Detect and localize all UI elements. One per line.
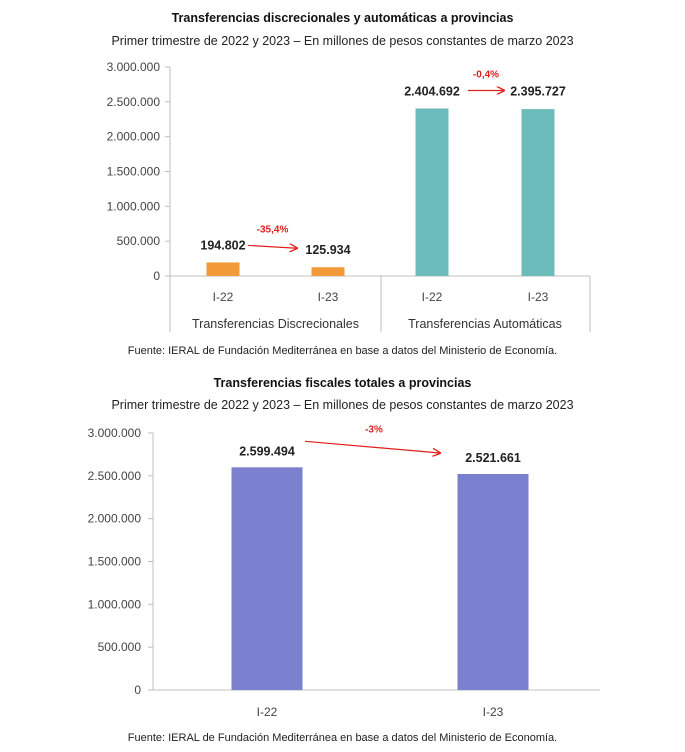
x-category-label: I-22 (257, 705, 278, 719)
x-category-label: I-22 (422, 290, 443, 304)
y-tick-label: 500.000 (98, 640, 142, 654)
x-category-label: I-23 (318, 290, 339, 304)
y-tick-label: 500.000 (117, 234, 161, 248)
chart1-source: Fuente: IERAL de Fundación Mediterránea … (127, 345, 558, 357)
data-label: 2.404.692 (404, 84, 460, 98)
change-label: -35,4% (257, 224, 289, 235)
y-tick-label: 1.500.000 (107, 165, 161, 179)
data-label: 125.934 (305, 243, 350, 257)
x-category-label: I-23 (483, 705, 504, 719)
y-tick-label: 0 (153, 269, 160, 283)
y-tick-label: 1.000.000 (88, 597, 142, 611)
y-tick-label: 2.000.000 (88, 512, 142, 526)
x-category-label: I-23 (528, 290, 549, 304)
y-tick-label: 1.500.000 (88, 555, 142, 569)
y-tick-label: 2.500.000 (107, 95, 161, 109)
bar-i-22-group2 (415, 108, 449, 276)
change-label: -3% (365, 424, 383, 435)
x-group-label: Transferencias Automáticas (408, 317, 562, 331)
x-group-label: Transferencias Discrecionales (192, 317, 359, 331)
x-category-label: I-22 (213, 290, 234, 304)
bar-i-23-group2 (521, 109, 555, 276)
chart2-plot: 3.000.000 2.500.000 2.000.000 1.500.000 1.00… (88, 424, 600, 719)
bar-i-23 (457, 473, 529, 690)
chart1-subtitle: Primer trimestre de 2022 y 2023 – En mil… (111, 34, 574, 48)
data-label: 2.521.661 (465, 451, 521, 465)
y-tick-label: 2.000.000 (107, 130, 161, 144)
data-label: 2.395.727 (510, 84, 566, 98)
change-arrow (247, 245, 297, 248)
change-arrow (304, 440, 440, 453)
chart1-title: Transferencias discrecionales y automáti… (171, 11, 514, 25)
chart1-plot: 3.000.000 2.500.000 2.000.000 1.500.000 1.00… (107, 60, 591, 332)
bar-i-22 (231, 467, 303, 690)
data-label: 194.802 (200, 238, 245, 252)
chart2-subtitle: Primer trimestre de 2022 y 2023 – En mil… (111, 398, 574, 412)
y-tick-label: 1.000.000 (107, 199, 161, 213)
bar-i-23-group1 (311, 267, 345, 276)
chart2-source: Fuente: IERAL de Fundación Mediterránea … (127, 732, 558, 744)
y-tick-label: 3.000.000 (107, 60, 161, 74)
bar-i-22-group1 (206, 262, 240, 276)
y-tick-label: 2.500.000 (88, 469, 142, 483)
data-label: 2.599.494 (239, 444, 295, 458)
chart2-title: Transferencias fiscales totales a provin… (213, 376, 472, 390)
y-tick-label: 0 (134, 683, 141, 697)
y-tick-label: 3.000.000 (88, 426, 142, 440)
change-label: -0,4% (473, 69, 499, 80)
